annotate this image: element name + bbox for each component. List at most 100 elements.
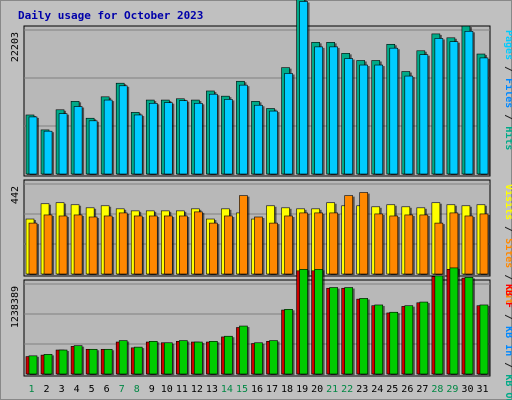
axis-max-label-kb: 1238389 (10, 286, 21, 328)
bar-visits-sites-sites-2 (43, 214, 53, 275)
day-label-31: 31 (476, 384, 488, 395)
day-label-29: 29 (446, 384, 458, 395)
panel-pages-files-hits: 22203 Pages / Files / Hits (10, 0, 512, 177)
bar-pages-files-hits-pages-29 (449, 41, 459, 175)
legend-separator-pages-files-hits-1: / (503, 60, 512, 78)
bar-kb-kb-out-5 (88, 348, 98, 375)
chart-title: Daily usage for October 2023 (18, 9, 203, 22)
bar-visits-sites-sites-17 (269, 222, 278, 275)
day-label-26: 26 (401, 384, 413, 395)
bar-kb-kb-out-12 (194, 341, 203, 375)
bar-pages-files-hits-pages-3 (58, 113, 68, 175)
day-label-12: 12 (191, 384, 203, 395)
legend-separator-visits-sites-2: / (503, 268, 512, 286)
legend-text-pages-files-hits: Pages / Files / Hits (503, 30, 512, 150)
bar-kb-kb-out-18 (284, 309, 293, 375)
bar-visits-sites-sites-18 (284, 215, 293, 275)
bar-pages-files-hits-pages-11 (179, 100, 188, 175)
bar-visits-sites-sites-6 (103, 215, 113, 275)
day-label-30: 30 (461, 384, 473, 395)
day-label-8: 8 (134, 384, 140, 395)
day-label-14: 14 (221, 384, 233, 395)
day-label-21: 21 (326, 384, 338, 395)
bar-pages-files-hits-pages-7 (118, 85, 128, 175)
bar-kb-kb-out-26 (404, 305, 414, 375)
bar-pages-files-hits-pages-16 (254, 104, 263, 175)
day-label-17: 17 (266, 384, 278, 395)
bar-pages-files-hits-pages-10 (163, 102, 173, 175)
bar-kb-kb-out-2 (43, 354, 53, 375)
bar-pages-files-hits-pages-9 (148, 103, 158, 175)
bar-visits-sites-sites-29 (449, 212, 459, 275)
bar-pages-files-hits-pages-13 (209, 93, 218, 175)
bar-kb-kb-out-15 (239, 325, 248, 375)
legend-separator-pages-files-hits-2: / (503, 108, 512, 126)
day-label-13: 13 (206, 384, 218, 395)
legend-pages-files-hits: Pages / Files / Hits (503, 30, 512, 150)
bar-visits-sites-sites-24 (374, 213, 384, 275)
day-label-24: 24 (371, 384, 383, 395)
legend-kb: KB F / KB In / KB Out (503, 284, 512, 400)
bar-visits-sites-sites-9 (148, 215, 158, 275)
day-label-6: 6 (104, 384, 110, 395)
day-label-25: 25 (386, 384, 398, 395)
bar-kb-kb-out-31 (479, 304, 489, 375)
bar-pages-files-hits-pages-8 (133, 114, 143, 175)
day-labels-layer: 1 2 3 4 5 6 7 8 9 10 11 12 13 14 15 16 17 18 19 20 21 22 23 24 2… (29, 384, 489, 395)
day-label-7: 7 (119, 384, 125, 395)
bar-visits-sites-sites-20 (314, 212, 323, 275)
bar-pages-files-hits-pages-21 (329, 46, 338, 175)
bar-visits-sites-sites-4 (73, 214, 83, 275)
bar-visits-sites-sites-7 (118, 212, 128, 275)
day-label-28: 28 (431, 384, 443, 395)
day-label-19: 19 (296, 384, 308, 395)
bar-kb-kb-out-28 (434, 275, 444, 375)
legend-entry-pages-files-hits-2: Files (503, 78, 512, 108)
bar-pages-files-hits-pages-1 (28, 116, 38, 175)
bar-visits-sites-sites-10 (163, 215, 173, 275)
bar-pages-files-hits-pages-31 (479, 57, 489, 175)
bar-pages-files-hits-pages-4 (73, 106, 83, 175)
bar-pages-files-hits-pages-19 (299, 1, 308, 175)
bar-kb-kb-out-1 (28, 355, 38, 375)
bar-pages-files-hits-pages-30 (464, 31, 474, 175)
bar-visits-sites-sites-26 (404, 214, 414, 275)
bar-visits-sites-sites-27 (419, 214, 429, 275)
bar-pages-files-hits-pages-20 (314, 46, 323, 175)
bar-kb-kb-out-22 (344, 287, 353, 375)
bar-visits-sites-sites-3 (58, 215, 68, 275)
legend-entry-pages-files-hits-3: Hits (503, 126, 512, 150)
day-label-27: 27 (416, 384, 428, 395)
day-label-4: 4 (74, 384, 80, 395)
bar-kb-kb-out-8 (133, 346, 143, 375)
bar-pages-files-hits-pages-15 (239, 84, 248, 175)
bar-visits-sites-sites-19 (299, 212, 308, 275)
bar-kb-kb-out-30 (464, 277, 474, 375)
bar-visits-sites-sites-30 (464, 215, 474, 275)
bar-kb-kb-out-21 (329, 287, 338, 375)
day-label-2: 2 (44, 384, 50, 395)
legend-entry-kb-1: KB F (503, 284, 512, 308)
bar-visits-sites-sites-25 (389, 215, 399, 275)
bar-kb-kb-out-16 (254, 342, 263, 375)
legend-text-kb: KB F / KB In / KB Out (503, 284, 512, 400)
bar-pages-files-hits-pages-23 (359, 64, 369, 175)
bar-visits-sites-sites-12 (194, 211, 203, 275)
day-label-10: 10 (161, 384, 173, 395)
axis-max-label-visits-sites: 442 (10, 186, 21, 204)
bar-kb-kb-out-7 (118, 340, 128, 375)
day-label-20: 20 (311, 384, 323, 395)
panel-visits-sites: 442 Visits / Sites / Out (10, 179, 512, 304)
legend-entry-visits-sites-3: Out (503, 286, 512, 304)
legend-entry-kb-3: KB Out (503, 374, 512, 400)
bar-visits-sites-sites-1 (28, 222, 38, 275)
legend-entry-visits-sites-2: Sites (503, 238, 512, 268)
bar-kb-kb-out-10 (163, 342, 173, 375)
bar-pages-files-hits-pages-17 (269, 110, 278, 175)
day-label-11: 11 (176, 384, 188, 395)
bar-kb-kb-out-24 (374, 304, 384, 375)
bar-kb-kb-out-6 (103, 348, 113, 375)
